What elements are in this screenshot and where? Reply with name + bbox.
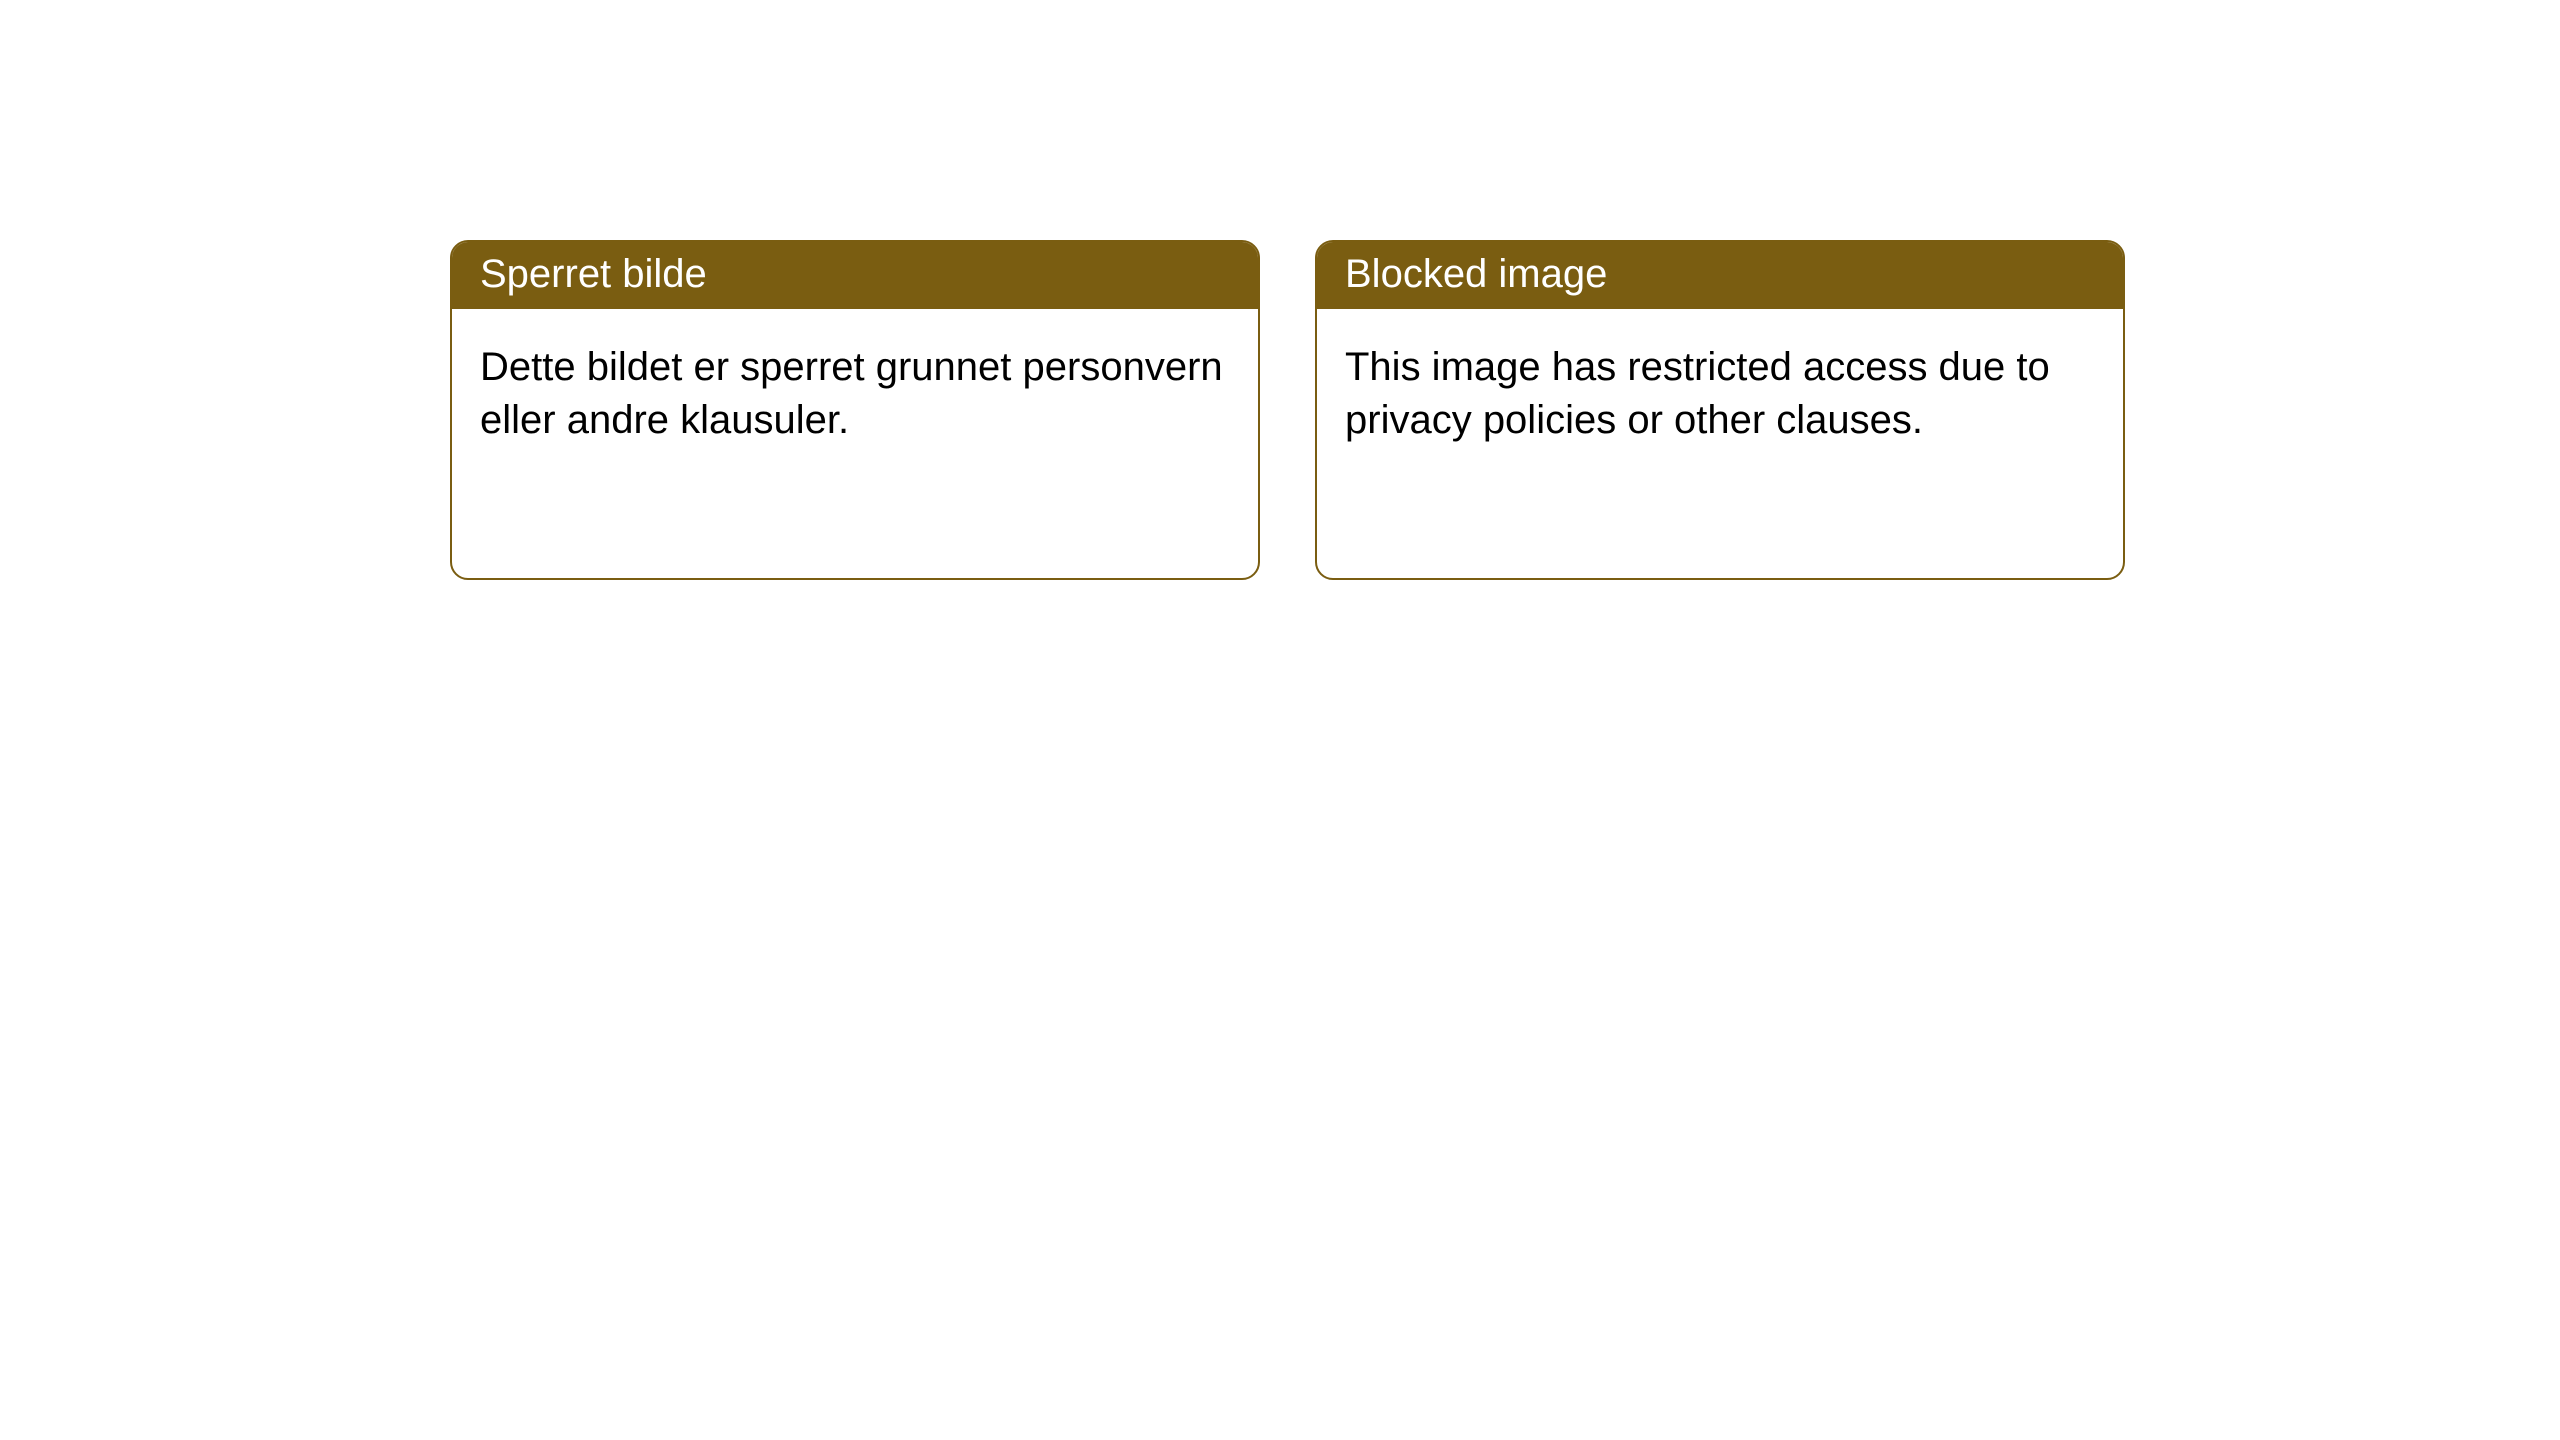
notice-header: Blocked image [1317,242,2123,309]
notice-header: Sperret bilde [452,242,1258,309]
notice-card-norwegian: Sperret bilde Dette bildet er sperret gr… [450,240,1260,580]
notice-body: This image has restricted access due to … [1317,309,2123,479]
notice-container: Sperret bilde Dette bildet er sperret gr… [0,0,2560,580]
notice-body: Dette bildet er sperret grunnet personve… [452,309,1258,479]
notice-card-english: Blocked image This image has restricted … [1315,240,2125,580]
